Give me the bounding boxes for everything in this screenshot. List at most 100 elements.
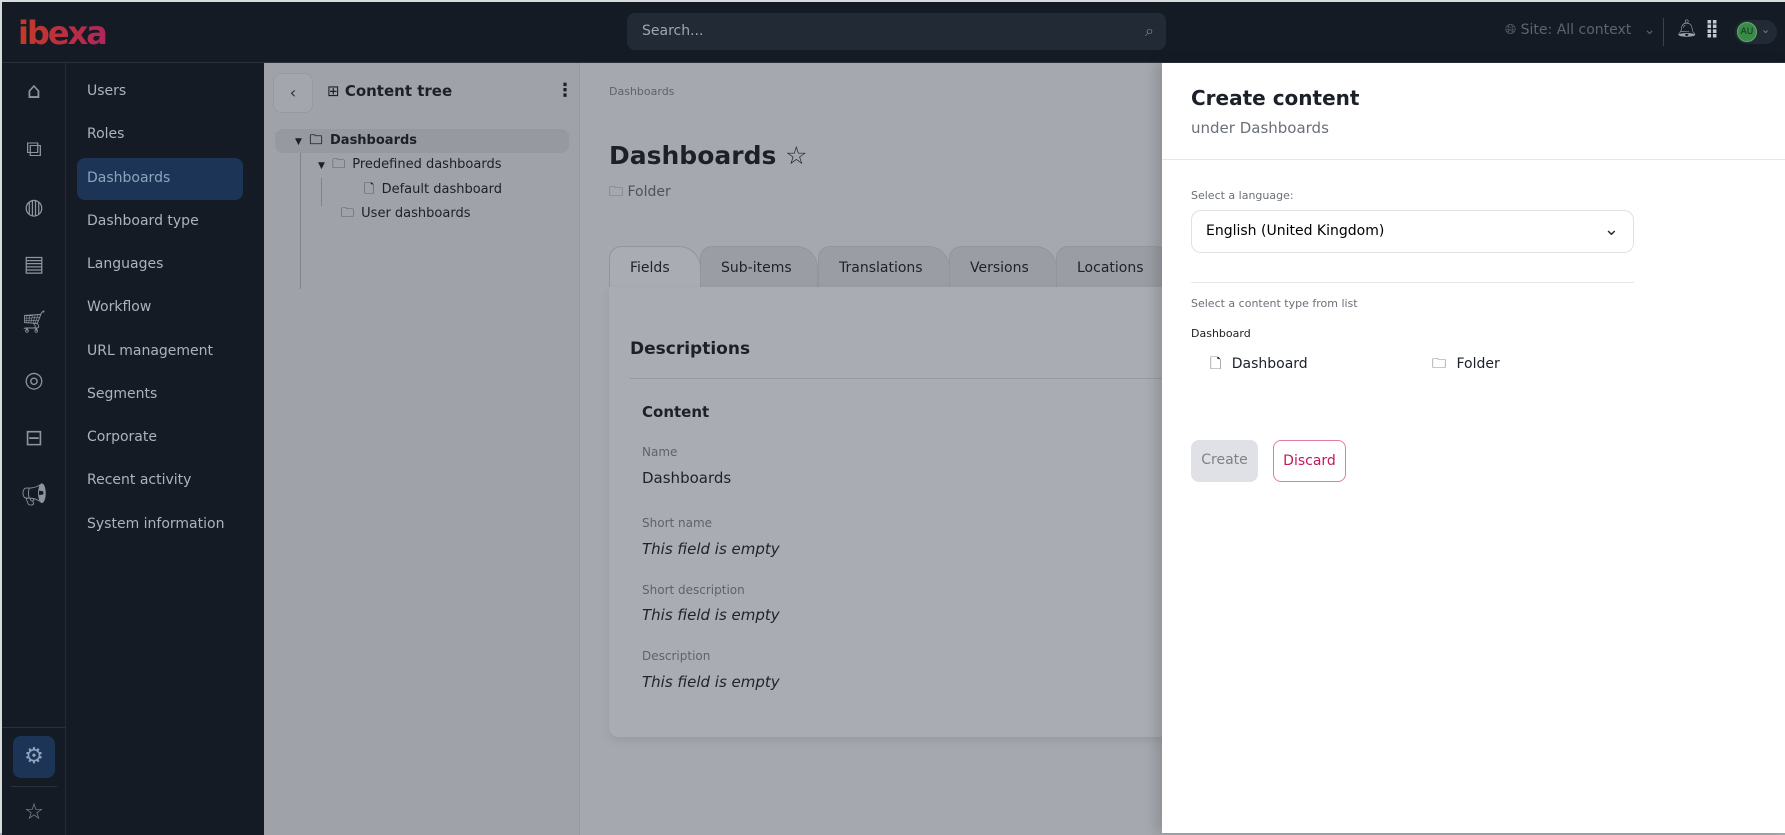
group-title: Content xyxy=(642,403,710,421)
tree-title-text: Content tree xyxy=(344,82,453,100)
ibexa-logo[interactable]: ibexa xyxy=(18,14,108,52)
folder-icon: 🗀 xyxy=(332,157,346,172)
file-icon: 🗋 xyxy=(1210,356,1222,372)
nav-item-languages[interactable]: Languages xyxy=(87,256,164,272)
tree-guide-line xyxy=(321,178,322,206)
create-content-panel: Create content under Dashboards Select a… xyxy=(1162,63,1785,833)
content-type-folder[interactable]: 🗀 Folder xyxy=(1432,353,1500,377)
main-nav-rail: ⌂ ⧉ ◍ ▤ 🛒︎ ◎ ⊟ 📢︎ ⚙ ☆ xyxy=(2,63,66,835)
badge-icon[interactable]: ⊟ xyxy=(24,426,44,451)
content-tree-panel: ‹ ⊞ Content tree ⋮ ▼ 🗀 Dashboards ▼ 🗀 Pr… xyxy=(264,63,580,835)
rail-divider xyxy=(11,786,57,787)
nav-item-workflow[interactable]: Workflow xyxy=(87,299,152,315)
panel-divider xyxy=(1162,159,1785,160)
field-label: Description xyxy=(642,649,711,663)
apps-grid-icon[interactable]: ⣿ xyxy=(1705,18,1720,39)
chevron-down-icon: ⌄ xyxy=(1603,219,1619,240)
file-icon: 🗋 xyxy=(364,182,375,197)
gear-icon[interactable]: ⚙ xyxy=(13,736,55,778)
nav-item-dashboards[interactable]: Dashboards xyxy=(77,158,243,200)
star-icon[interactable]: ☆ xyxy=(24,800,44,825)
caret-down-icon[interactable]: ▼ xyxy=(295,137,302,147)
megaphone-icon[interactable]: 📢︎ xyxy=(20,483,48,508)
globe-icon[interactable]: ◍ xyxy=(24,195,44,220)
content-icon[interactable]: ▤ xyxy=(23,252,45,277)
tree-icon: ⊞ xyxy=(327,82,340,100)
tree-guide-line xyxy=(300,153,301,289)
search-icon[interactable]: ⌕ xyxy=(1145,21,1154,40)
cart-icon[interactable]: 🛒︎ xyxy=(20,310,48,335)
caret-down-icon[interactable]: ▼ xyxy=(318,161,325,171)
section-divider xyxy=(630,378,1170,379)
globe-icon: 🌐︎ xyxy=(1505,22,1517,38)
settings-subnav: Users Roles Dashboards Dashboard type La… xyxy=(66,63,264,835)
tab-fields[interactable]: Fields xyxy=(609,246,701,288)
tab-translations[interactable]: Translations xyxy=(818,246,950,288)
star-icon[interactable]: ☆ xyxy=(785,141,808,170)
field-label: Short name xyxy=(642,516,713,530)
tab-locations[interactable]: Locations xyxy=(1056,246,1176,288)
tree-node-label: User dashboards xyxy=(361,206,471,221)
tree-node-default-dashboard[interactable]: 🗋 Default dashboard xyxy=(364,178,502,202)
tree-node-predefined-dashboards[interactable]: ▼ 🗀 Predefined dashboards xyxy=(318,153,502,177)
avatar: AU xyxy=(1737,22,1757,42)
field-value: This field is empty xyxy=(642,540,780,558)
tree-node-label: Dashboards xyxy=(330,133,418,148)
header-divider xyxy=(1663,18,1664,46)
language-label: Select a language: xyxy=(1191,189,1294,202)
content-type-dashboard[interactable]: 🗋 Dashboard xyxy=(1210,353,1308,377)
folder-icon: 🗀 xyxy=(609,184,623,200)
user-menu[interactable]: AU ⌄ xyxy=(1735,20,1777,44)
chevron-down-icon: ⌄ xyxy=(1643,22,1656,38)
nav-item-roles[interactable]: Roles xyxy=(87,126,125,142)
nav-item-dashboard-type[interactable]: Dashboard type xyxy=(87,213,199,229)
tree-node-label: Default dashboard xyxy=(381,182,502,197)
site-context-label: Site: All context xyxy=(1520,22,1632,38)
search-placeholder: Search... xyxy=(642,23,704,39)
discard-button[interactable]: Discard xyxy=(1273,440,1346,482)
nav-item-recent-activity[interactable]: Recent activity xyxy=(87,472,192,488)
nav-item-url-management[interactable]: URL management xyxy=(87,343,214,359)
home-icon[interactable]: ⌂ xyxy=(27,79,41,104)
content-type-group: Dashboard xyxy=(1191,327,1251,340)
tree-node-label: Predefined dashboards xyxy=(352,157,502,172)
panel-subtitle: under Dashboards xyxy=(1191,119,1329,137)
top-header: ibexa Search... ⌕ 🌐︎ Site: All context ⌄… xyxy=(2,2,1785,63)
field-label: Name xyxy=(642,445,678,459)
breadcrumb[interactable]: Dashboards xyxy=(609,85,675,98)
language-select[interactable]: English (United Kingdom) ⌄ xyxy=(1191,210,1634,253)
tree-node-dashboards[interactable]: ▼ 🗀 Dashboards xyxy=(295,129,417,153)
field-value: Dashboards xyxy=(642,469,732,487)
language-value: English (United Kingdom) xyxy=(1206,223,1385,239)
content-type-text: Folder xyxy=(627,184,671,200)
nav-item-segments[interactable]: Segments xyxy=(87,386,158,402)
structure-icon[interactable]: ⧉ xyxy=(26,137,42,162)
panel-title: Create content xyxy=(1191,86,1360,110)
content-type-label: 🗀 Folder xyxy=(609,181,671,205)
page-title-text: Dashboards xyxy=(609,141,777,170)
site-context-dropdown[interactable]: 🌐︎ Site: All context ⌄ xyxy=(1505,22,1655,38)
target-user-icon[interactable]: ◎ xyxy=(24,368,44,393)
content-type-text: Dashboard xyxy=(1231,356,1308,372)
tree-node-user-dashboards[interactable]: 🗀 User dashboards xyxy=(341,202,470,226)
kebab-menu-icon[interactable]: ⋮ xyxy=(556,80,574,101)
tree-row-highlight xyxy=(275,129,569,153)
folder-icon: 🗀 xyxy=(309,133,323,148)
create-button[interactable]: Create xyxy=(1191,440,1258,482)
field-value: This field is empty xyxy=(642,673,780,691)
field-label: Short description xyxy=(642,583,745,597)
nav-item-corporate[interactable]: Corporate xyxy=(87,429,157,445)
nav-item-system-information[interactable]: System information xyxy=(87,516,225,532)
bell-icon[interactable]: 🔔︎ xyxy=(1676,19,1698,39)
content-tree-title: ⊞ Content tree xyxy=(327,82,452,100)
chevron-down-icon: ⌄ xyxy=(1761,23,1771,36)
main-content: Dashboards Dashboards ☆ 🗀 Folder Fields … xyxy=(580,63,1176,835)
search-input[interactable]: Search... ⌕ xyxy=(627,13,1166,50)
tab-versions[interactable]: Versions xyxy=(949,246,1057,288)
tab-sub-items[interactable]: Sub-items xyxy=(700,246,818,288)
collapse-tree-button[interactable]: ‹ xyxy=(273,73,313,113)
fields-card: Descriptions Content Name Dashboards Sho… xyxy=(609,287,1170,737)
nav-item-users[interactable]: Users xyxy=(87,83,127,99)
rail-divider xyxy=(2,727,66,728)
content-type-label: Select a content type from list xyxy=(1191,297,1358,310)
